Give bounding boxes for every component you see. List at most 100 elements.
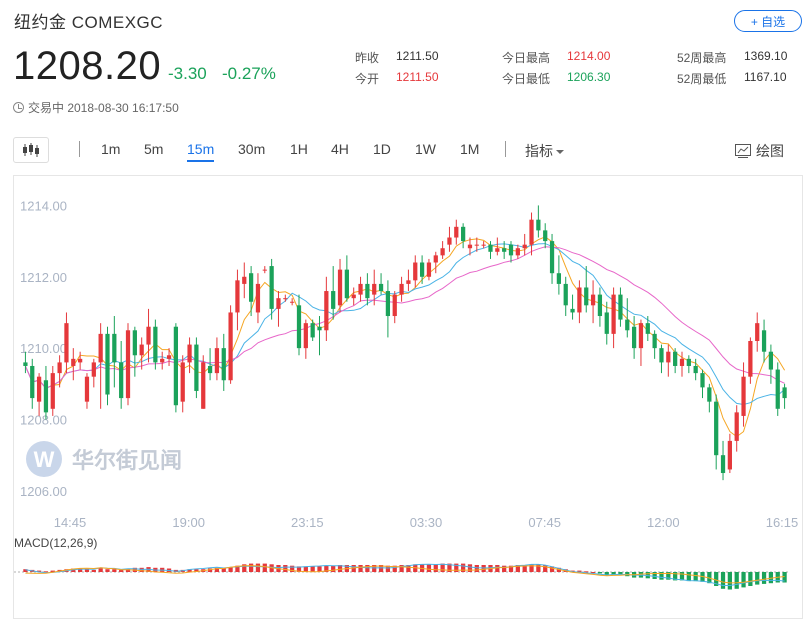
macd-bar (440, 563, 445, 572)
tab-5m[interactable]: 5m (144, 141, 164, 157)
w52-high-value: 1369.10 (744, 49, 788, 63)
macd-bar (549, 566, 555, 572)
prev-close-value: 1211.50 (396, 49, 439, 63)
ma10-line (24, 243, 785, 406)
macd-bar (91, 569, 96, 572)
candle-body (741, 376, 746, 416)
macd-bar (214, 567, 220, 572)
macd-bar (125, 568, 131, 572)
candle-body (248, 273, 254, 302)
watermark-text: 华尔街见闻 (72, 448, 182, 473)
candle-body (693, 365, 698, 374)
tab-1mo[interactable]: 1M (460, 141, 480, 157)
candle-body (679, 358, 685, 366)
macd-bar (686, 572, 691, 582)
macd-bar (105, 569, 110, 572)
macd-bar (761, 572, 767, 584)
macd-bar (303, 566, 308, 572)
candle-body (358, 283, 363, 295)
candle-body (782, 387, 787, 399)
candle-body (221, 348, 226, 381)
candle-body (235, 280, 240, 313)
candle-body (296, 305, 302, 349)
candle-body (406, 280, 411, 284)
macd-bar (399, 565, 404, 572)
macd-bar (714, 572, 719, 586)
candle-body (563, 283, 568, 306)
macd-bar (584, 571, 589, 573)
y-tick-label: 1208.00 (20, 413, 67, 428)
macd-bar (768, 572, 774, 584)
candle-body (775, 369, 780, 409)
macd-bar (351, 565, 356, 572)
tab-4h[interactable]: 4H (331, 141, 349, 157)
indicator-label: 指标 (525, 143, 553, 159)
ma20-line (24, 246, 785, 389)
ma5-line (24, 236, 786, 438)
candle-body (590, 294, 596, 306)
macd-bar (36, 570, 42, 572)
candle-body (98, 333, 103, 363)
price-chart[interactable]: W 华尔街见闻 1214.00 1212.00 1210.00 1208.00 1206.0… (14, 176, 802, 618)
macd-bar (112, 569, 117, 572)
candle-body (474, 244, 479, 246)
candle-body (461, 226, 466, 242)
macd-bar (508, 565, 514, 572)
candle-body (187, 344, 192, 363)
tab-30m[interactable]: 30m (238, 141, 266, 157)
watermark-logo: W (26, 441, 62, 477)
indicator-dropdown[interactable]: 指标 (525, 141, 564, 161)
candle-body (207, 365, 213, 374)
candle-body (112, 333, 117, 363)
tab-15m[interactable]: 15m (187, 141, 215, 162)
macd-bar (426, 564, 432, 572)
candle-body (78, 358, 83, 363)
candle-body (659, 348, 664, 363)
macd-bar (187, 569, 192, 572)
draw-label: 绘图 (756, 143, 784, 159)
candle-body (611, 294, 616, 334)
candle-body (549, 241, 555, 274)
candle-body (228, 312, 233, 381)
candle-body (378, 283, 384, 292)
chart-panel[interactable]: W 华尔街见闻 1214.00 1212.00 1210.00 1208.00 1206.0… (13, 175, 803, 619)
candle-body (645, 323, 650, 334)
candle-body (714, 401, 719, 456)
x-tick-label: 19:00 (172, 515, 205, 530)
candle-body (269, 266, 274, 309)
tab-1d[interactable]: 1D (373, 141, 391, 157)
macd-bar (317, 566, 322, 572)
candle-body (413, 262, 418, 281)
tab-1m[interactable]: 1m (101, 141, 121, 157)
add-favorite-button[interactable]: + 自选 (734, 10, 802, 32)
candle-body (303, 323, 308, 349)
candlestick-type-button[interactable] (13, 137, 49, 163)
candle-body (495, 248, 500, 252)
macd-bar (659, 572, 664, 580)
caret-down-icon (556, 150, 564, 155)
macd-bar (221, 568, 226, 572)
tab-1w[interactable]: 1W (415, 141, 436, 157)
candle-body (84, 376, 90, 402)
macd-bar (652, 572, 657, 579)
macd-bar (290, 565, 295, 572)
macd-bar (385, 565, 391, 572)
draw-tool-button[interactable]: 绘图 (735, 141, 784, 161)
tab-1h[interactable]: 1H (290, 141, 308, 157)
candle-body (255, 283, 261, 313)
candle-body (604, 312, 609, 334)
y-tick-label: 1212.00 (20, 270, 67, 285)
y-tick-label: 1210.00 (20, 341, 67, 356)
candle-body (597, 294, 603, 317)
candle-body (755, 323, 760, 341)
trading-status-text: 交易中 2018-08-30 16:17:50 (28, 101, 179, 115)
macd-bar (755, 572, 760, 585)
candle-body (180, 362, 185, 402)
candle-body (720, 455, 726, 474)
macd-bar (734, 572, 739, 589)
macd-bar (50, 570, 55, 572)
candle-body (331, 291, 336, 309)
open-label: 今开 (355, 72, 380, 86)
macd-bar (461, 563, 466, 572)
candle-body (577, 287, 582, 313)
